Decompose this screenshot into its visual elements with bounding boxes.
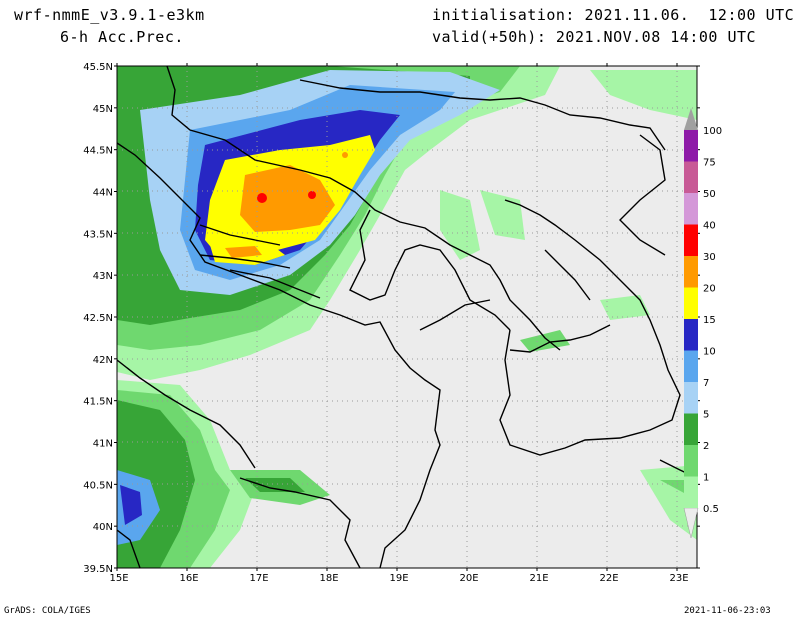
footer-credit: GrADS: COLA/IGES	[4, 606, 91, 616]
lat-tick-label: 44N	[93, 188, 113, 199]
legend-swatch	[684, 130, 698, 162]
init-time: initialisation: 2021.11.06. 12:00 UTC	[432, 6, 795, 24]
lon-tick-label: 20E	[459, 573, 478, 584]
lon-tick-label: 15E	[109, 573, 128, 584]
coastlines-borders	[117, 66, 697, 568]
legend-level-label: 0.5	[703, 504, 719, 515]
lat-tick-label: 40N	[93, 522, 113, 533]
lat-tick-label: 45N	[93, 104, 113, 115]
legend-level-label: 100	[703, 126, 722, 137]
lat-tick-label: 42.5N	[83, 313, 113, 324]
lon-axis: 15E 16E 17E 18E 19E 20E 21E 22E 23E	[109, 573, 688, 584]
lat-tick-label: 44.5N	[83, 146, 113, 157]
legend-swatch	[684, 224, 698, 256]
field-name: 6-h Acc.Prec.	[60, 28, 184, 46]
legend-level-label: 5	[703, 410, 709, 421]
lat-tick-label: 39.5N	[83, 564, 113, 575]
lon-tick-label: 22E	[599, 573, 618, 584]
lat-tick-label: 42N	[93, 355, 113, 366]
lat-tick-label: 43N	[93, 271, 113, 282]
lat-axis: 45.5N 45N 44.5N 44N 43.5N 43N 42.5N 42N 41.5N 41N…	[83, 62, 113, 575]
legend-level-label: 75	[703, 158, 716, 169]
legend-level-label: 50	[703, 189, 716, 200]
legend-swatch	[684, 193, 698, 225]
legend-swatch	[684, 350, 698, 382]
legend-swatch	[684, 382, 698, 414]
legend-high-triangle	[684, 108, 698, 130]
precip-field	[117, 66, 697, 568]
lon-tick-label: 21E	[529, 573, 548, 584]
lat-tick-label: 41.5N	[83, 397, 113, 408]
legend-level-label: 30	[703, 252, 716, 263]
legend-swatch	[684, 413, 698, 445]
legend-level-label: 20	[703, 284, 716, 295]
lat-tick-label: 43.5N	[83, 229, 113, 240]
color-legend: 0.5 1 2 5 7 10 15 20 30 40 50 75 100	[683, 108, 722, 539]
model-name: wrf-nmmE_v3.9.1-e3km	[14, 6, 205, 24]
axis-ticks	[114, 63, 700, 571]
legend-level-label: 40	[703, 221, 716, 232]
legend-level-label: 7	[703, 378, 709, 389]
legend-swatch	[684, 445, 698, 477]
lon-tick-label: 18E	[319, 573, 338, 584]
legend-swatch	[684, 287, 698, 319]
lon-tick-label: 23E	[669, 573, 688, 584]
footer-timestamp: 2021-11-06-23:03	[684, 606, 771, 616]
legend-swatch	[684, 256, 698, 288]
lat-tick-label: 45.5N	[83, 62, 113, 73]
lon-tick-label: 17E	[249, 573, 268, 584]
legend-level-label: 2	[703, 441, 709, 452]
legend-level-label: 10	[703, 347, 716, 358]
legend-level-label: 1	[703, 473, 709, 484]
lon-tick-label: 19E	[389, 573, 408, 584]
lat-tick-label: 41N	[93, 439, 113, 450]
plot-area	[117, 66, 697, 568]
valid-time: valid(+50h): 2021.NOV.08 14:00 UTC	[432, 28, 757, 46]
legend-level-label: 15	[703, 315, 716, 326]
lat-tick-label: 40.5N	[83, 480, 113, 491]
legend-swatch	[684, 161, 698, 193]
legend-swatch	[684, 319, 698, 351]
lon-tick-label: 16E	[179, 573, 198, 584]
legend-swatch	[684, 476, 698, 508]
